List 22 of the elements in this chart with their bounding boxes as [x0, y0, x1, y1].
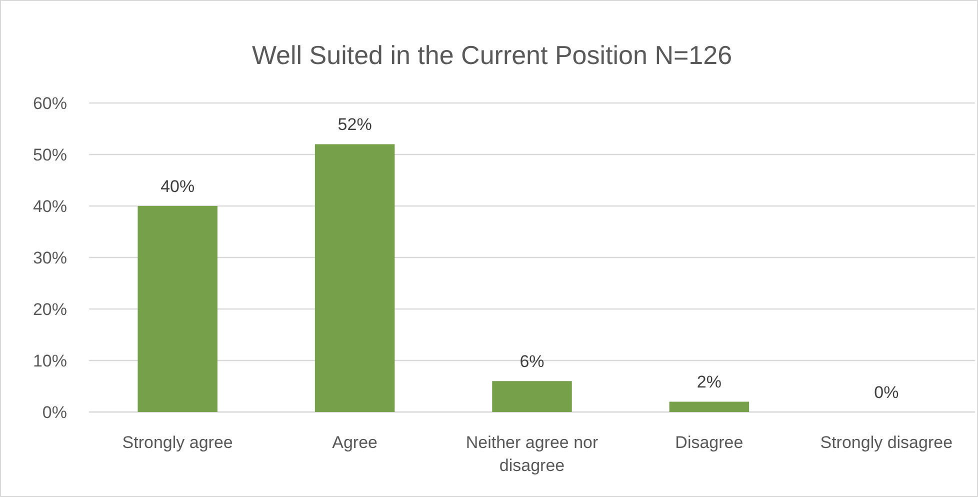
x-tick-label: Neither agree nor disagree [466, 433, 598, 475]
bar [138, 206, 218, 412]
y-tick-label: 50% [32, 145, 67, 164]
bar [314, 144, 395, 412]
y-tick-label: 20% [32, 300, 67, 319]
data-label: 2% [696, 372, 722, 392]
data-label: 0% [874, 383, 899, 402]
y-tick-label: 0% [42, 402, 67, 422]
data-label: 6% [520, 352, 544, 372]
bar [669, 402, 750, 412]
data-label: 52% [338, 115, 372, 134]
y-tick-label: 40% [32, 196, 67, 216]
y-tick-label: 30% [32, 248, 67, 268]
bar [492, 381, 572, 412]
x-tick-label: Agree [332, 433, 378, 452]
data-label: 40% [160, 177, 195, 196]
y-tick-label: 60% [32, 94, 67, 113]
y-tick-label: 10% [32, 351, 67, 370]
x-tick-label: Strongly disagree [820, 433, 953, 452]
x-tick-label: Strongly agree [122, 433, 233, 452]
x-tick-label: Disagree [675, 433, 744, 452]
chart-title: Well Suited in the Current Position N=126 [252, 40, 732, 70]
